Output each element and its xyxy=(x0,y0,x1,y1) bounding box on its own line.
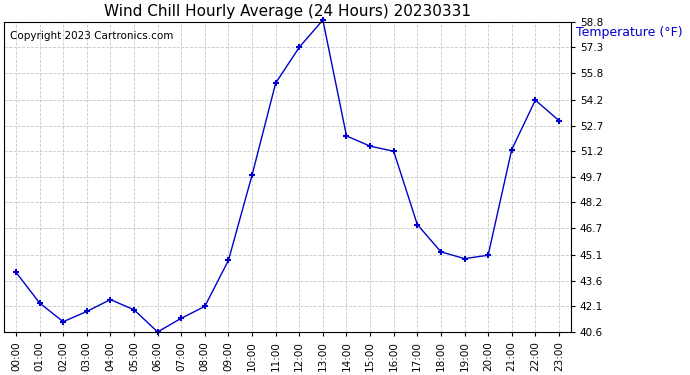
Text: Copyright 2023 Cartronics.com: Copyright 2023 Cartronics.com xyxy=(10,31,173,41)
Text: Temperature (°F): Temperature (°F) xyxy=(576,26,683,39)
Title: Wind Chill Hourly Average (24 Hours) 20230331: Wind Chill Hourly Average (24 Hours) 202… xyxy=(104,4,471,19)
